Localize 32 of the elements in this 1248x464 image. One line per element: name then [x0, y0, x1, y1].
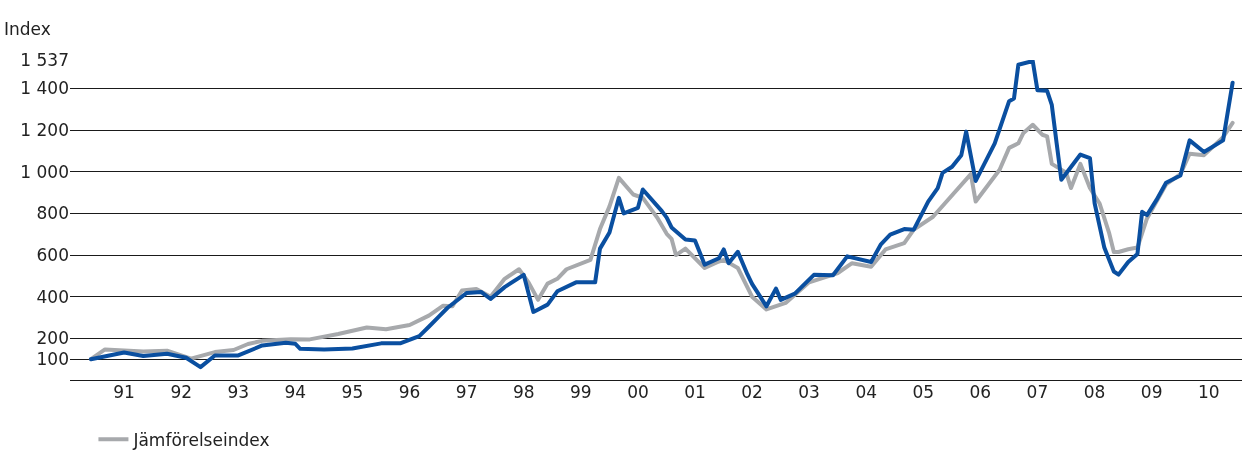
- x-tick-label: 94: [284, 382, 307, 402]
- y-tick-label: 100: [36, 349, 69, 370]
- x-tick-label: 97: [455, 382, 478, 402]
- x-tick-label: 98: [512, 382, 535, 402]
- y-tick-label: 800: [36, 203, 69, 224]
- x-tick-label: 07: [1026, 382, 1049, 402]
- y-tick-label: 1 000: [20, 161, 69, 182]
- x-tick-label: 95: [341, 382, 364, 402]
- x-tick-label: 03: [798, 382, 820, 402]
- y-tick-label: 1 400: [20, 78, 69, 99]
- y-tick-label: 400: [36, 286, 69, 307]
- x-tick-label: 92: [170, 382, 193, 402]
- y-tick-label: 1 200: [20, 120, 69, 141]
- x-tick-label: 09: [1140, 382, 1163, 402]
- x-tick-label: 01: [684, 382, 706, 402]
- x-tick-label: 96: [398, 382, 421, 402]
- y-tick-label: 600: [36, 245, 69, 266]
- x-tick-label: 10: [1197, 382, 1220, 402]
- x-tick-label: 91: [113, 382, 135, 402]
- x-tick-label: 93: [227, 382, 250, 402]
- x-tick-label: 04: [855, 382, 878, 402]
- legend-label: Jämförelseindex: [132, 429, 270, 450]
- x-tick-label: 06: [969, 382, 992, 402]
- x-tick-label: 02: [741, 382, 763, 402]
- x-tick-label: 00: [627, 382, 649, 402]
- y-tick-label: 1 537: [20, 49, 69, 70]
- x-tick-label: 08: [1083, 382, 1106, 402]
- x-tick-label: 05: [912, 382, 935, 402]
- line-series: [88, 60, 1235, 370]
- y-tick-label: 200: [36, 328, 69, 349]
- y-axis-title: Index: [4, 19, 51, 39]
- x-tick-label: 99: [569, 382, 592, 402]
